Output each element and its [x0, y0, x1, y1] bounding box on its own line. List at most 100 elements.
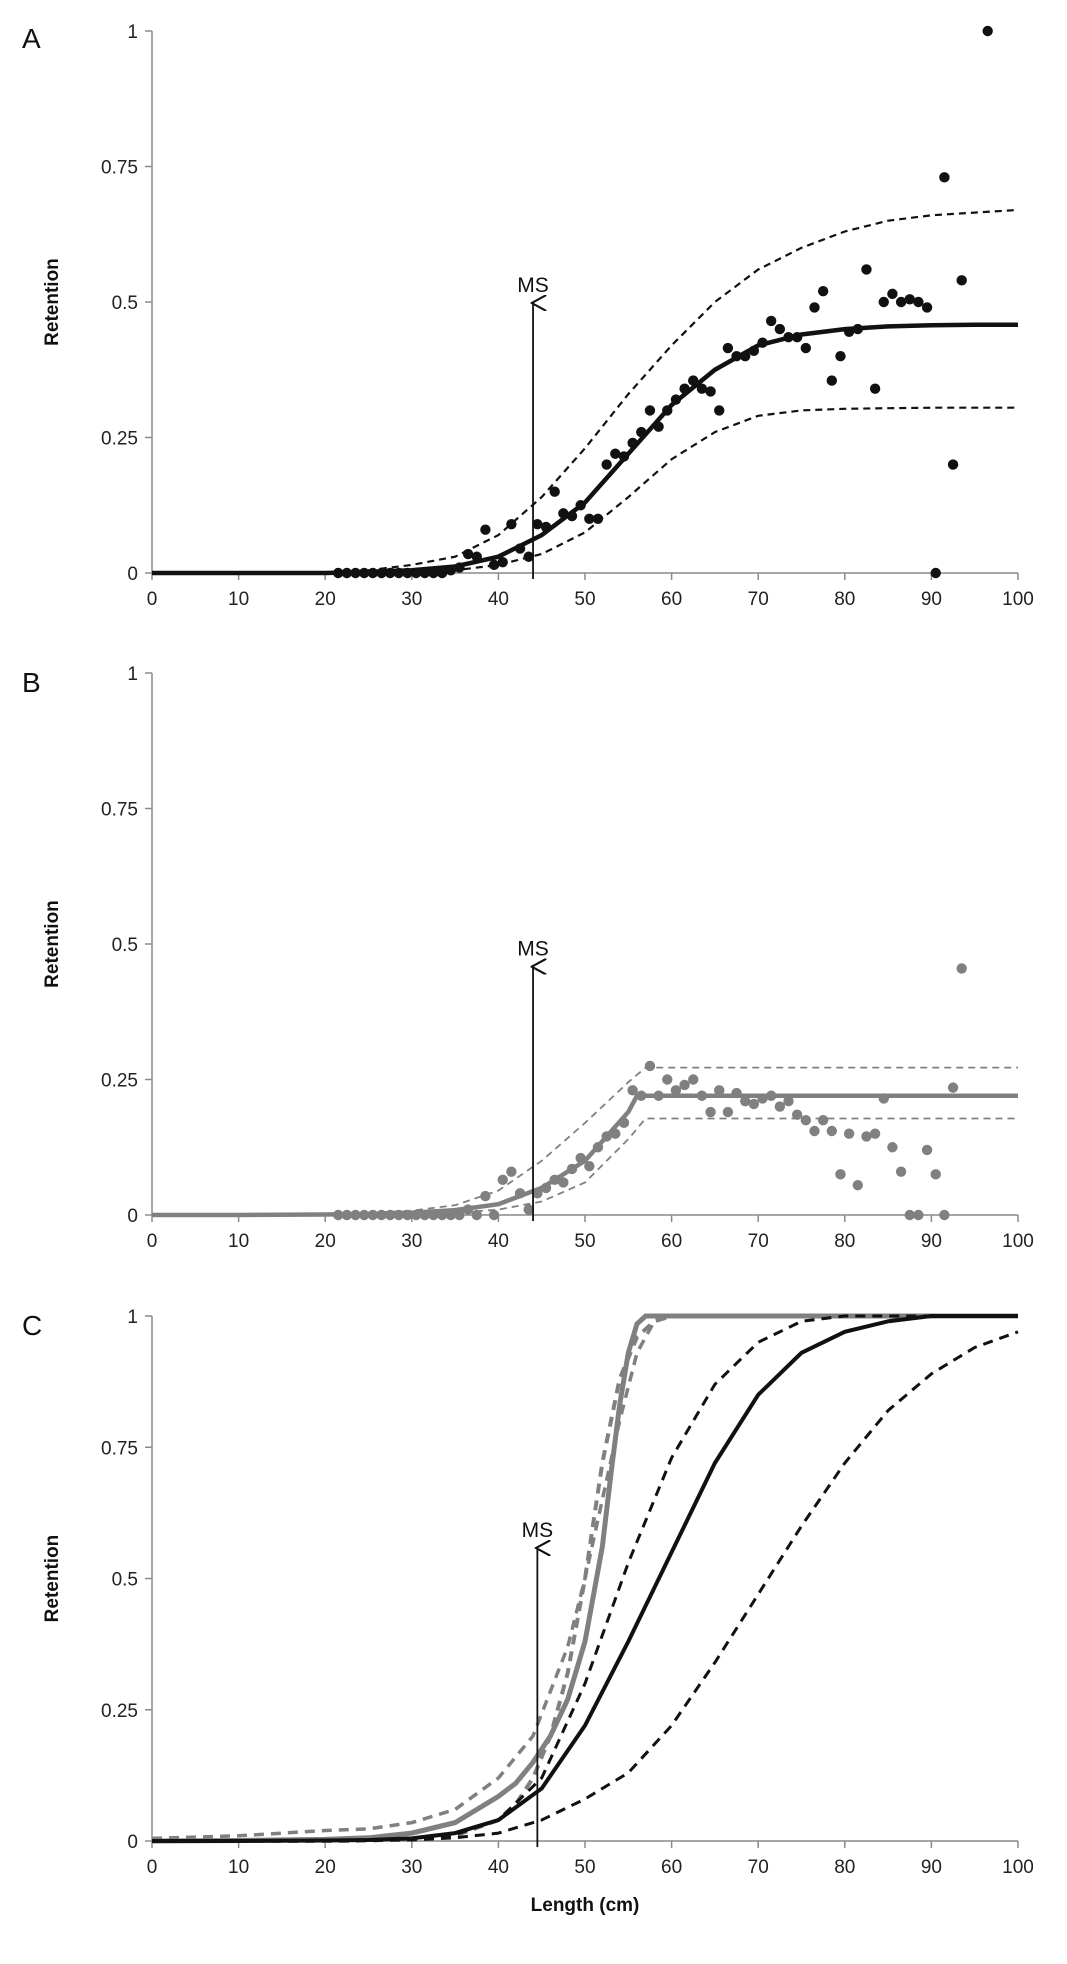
data-point: [930, 567, 941, 579]
data-point: [722, 342, 734, 354]
fitted-curve: [152, 322, 1018, 576]
data-point: [592, 513, 604, 524]
x-tick-label: 70: [748, 1231, 769, 1252]
data-point: [549, 1174, 560, 1185]
data-point: [679, 383, 690, 394]
data-point: [575, 1152, 586, 1164]
data-point: [462, 1204, 474, 1215]
data-point: [921, 1144, 933, 1156]
data-point: [376, 1209, 387, 1221]
data-point: [861, 1131, 872, 1142]
data-point: [506, 519, 517, 530]
y-tick-label: 1: [127, 22, 138, 43]
y-tick-label: 1: [127, 1307, 138, 1328]
data-point: [653, 1090, 664, 1101]
y-tick-label: 0.75: [101, 158, 138, 179]
x-tick-label: 70: [748, 1857, 769, 1878]
data-point: [367, 1209, 379, 1221]
data-point: [731, 351, 742, 362]
series-line-4: [152, 1314, 1018, 1843]
data-point: [644, 405, 656, 416]
data-point: [575, 500, 586, 511]
series-line-0: [151, 1313, 1018, 1844]
y-tick-label: 0.5: [112, 293, 138, 314]
ms-label: MS: [522, 1519, 554, 1542]
data-point: [817, 285, 829, 297]
data-point: [350, 567, 361, 579]
x-tick-label: 10: [228, 1857, 249, 1878]
data-point: [514, 543, 526, 554]
data-point: [783, 332, 794, 343]
data-point: [558, 1177, 569, 1188]
data-point: [584, 1161, 595, 1172]
data-point: [488, 559, 500, 571]
data-point: [358, 1209, 370, 1221]
ms-label: MS: [517, 938, 549, 961]
data-point: [428, 1209, 439, 1221]
panel-label: B: [22, 667, 41, 698]
data-point: [705, 386, 716, 397]
data-point: [809, 302, 820, 313]
data-point: [748, 345, 760, 356]
data-point: [532, 1188, 543, 1199]
data-point: [705, 1106, 716, 1118]
x-tick-label: 40: [488, 1857, 509, 1878]
data-point: [350, 1209, 361, 1221]
x-tick-label: 50: [574, 589, 595, 610]
data-point: [332, 567, 344, 579]
data-point: [895, 296, 907, 308]
data-point: [341, 567, 353, 579]
data-point: [740, 1095, 751, 1107]
x-tick-label: 20: [315, 589, 336, 610]
data-point: [618, 1117, 630, 1129]
data-point: [696, 1090, 708, 1101]
data-point: [454, 562, 465, 573]
data-point: [887, 1142, 898, 1153]
x-tick-label: 0: [147, 1857, 158, 1878]
y-tick-label: 0: [127, 1206, 138, 1227]
x-tick-label: 50: [574, 1231, 595, 1252]
data-point: [696, 383, 708, 394]
data-point: [843, 326, 855, 338]
data-point: [939, 1209, 950, 1221]
x-tick-label: 10: [228, 1231, 249, 1252]
x-tick-label: 40: [488, 589, 509, 610]
x-tick-label: 80: [834, 1231, 855, 1252]
ms-label: MS: [517, 274, 549, 297]
data-point: [462, 548, 474, 560]
data-point: [791, 332, 803, 343]
data-point: [774, 323, 786, 335]
data-point: [861, 264, 872, 275]
x-tick-label: 100: [1002, 1857, 1034, 1878]
data-point: [480, 524, 491, 535]
data-point: [947, 1082, 959, 1093]
data-point: [410, 1209, 422, 1221]
data-point: [436, 1209, 448, 1221]
data-point: [887, 288, 898, 300]
data-point: [722, 1106, 734, 1118]
data-point: [835, 351, 846, 362]
data-point: [419, 1209, 430, 1221]
data-point: [471, 1209, 482, 1221]
y-tick-label: 0: [127, 564, 138, 585]
data-point: [982, 25, 993, 37]
data-point: [956, 275, 967, 286]
x-tick-label: 60: [661, 1231, 682, 1252]
data-point: [523, 551, 534, 562]
data-point: [852, 323, 863, 335]
data-point: [757, 337, 768, 348]
x-tick-label: 70: [748, 589, 769, 610]
data-point: [688, 1074, 699, 1085]
data-point: [402, 1209, 413, 1221]
data-point: [904, 1209, 915, 1221]
data-point: [358, 567, 370, 579]
data-point: [514, 1188, 526, 1199]
data-point: [384, 567, 396, 579]
data-point: [791, 1109, 803, 1120]
y-tick-label: 0.5: [112, 935, 138, 956]
y-axis-label: Retention: [42, 1535, 63, 1623]
data-point: [566, 510, 578, 522]
